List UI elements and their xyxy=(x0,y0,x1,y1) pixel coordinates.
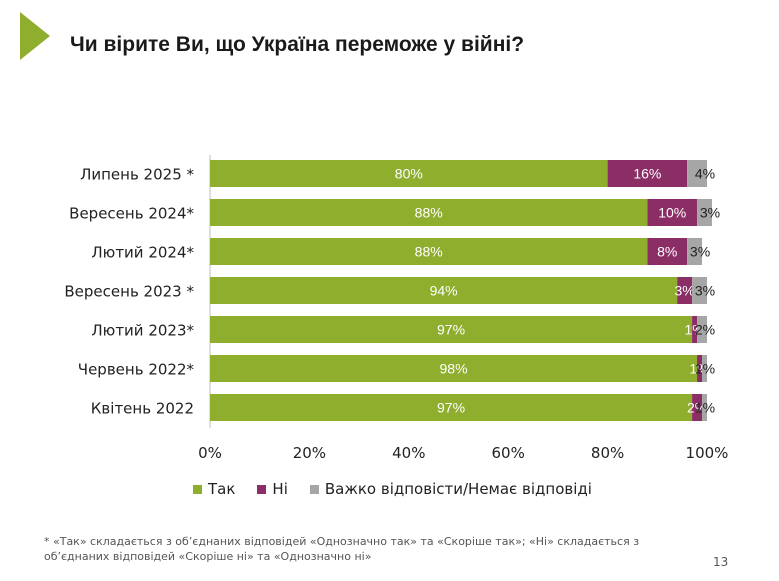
category-label: Вересень 2023 * xyxy=(64,283,194,301)
bar-segment xyxy=(692,277,707,304)
category-label: Липень 2025 * xyxy=(80,166,194,184)
bar-segment xyxy=(702,394,707,421)
bar-segment xyxy=(687,238,703,265)
bar-segment xyxy=(692,394,703,421)
bar-segment xyxy=(647,238,688,265)
legend-swatch xyxy=(193,484,202,494)
bar-segment xyxy=(677,277,693,304)
footnote: * «Так» складається з об’єднаних відпові… xyxy=(44,535,640,563)
legend-swatch xyxy=(309,484,319,494)
category-label: Лютий 2023* xyxy=(91,322,194,340)
bar-segment xyxy=(702,355,707,382)
bar-segment xyxy=(697,355,703,382)
x-tick-label: 0% xyxy=(198,444,222,462)
data-label: 10% xyxy=(658,205,686,221)
x-tick-label: 100% xyxy=(686,444,729,462)
data-label: 16% xyxy=(633,166,661,182)
bar-segment xyxy=(210,238,648,265)
bar-segment xyxy=(697,199,712,226)
data-label: 3% xyxy=(700,205,720,221)
legend-label: Так xyxy=(208,480,236,498)
data-label: 88% xyxy=(415,244,443,260)
bar-segment xyxy=(697,316,707,343)
x-tick-label: 20% xyxy=(293,444,326,462)
data-label: 1% xyxy=(695,361,715,377)
legend-item: Так xyxy=(193,480,235,498)
page-number: 13 xyxy=(713,555,729,569)
x-tick-label: 80% xyxy=(591,444,624,462)
data-label: 98% xyxy=(440,361,468,377)
accent-shape xyxy=(20,12,50,60)
legend-item: Ні xyxy=(257,480,288,498)
category-label: Вересень 2024* xyxy=(69,205,194,223)
data-label: 3% xyxy=(695,283,715,299)
bar-segment xyxy=(692,316,698,343)
legend-item: Важко відповісти/Немає відповіді xyxy=(309,480,592,498)
slide-title: Чи вірите Ви, що Україна переможе у війн… xyxy=(70,33,525,56)
category-label: Лютий 2024* xyxy=(91,244,194,262)
data-label: 3% xyxy=(675,283,695,299)
data-label: 3% xyxy=(690,244,710,260)
category-label: Квітень 2022 xyxy=(91,400,194,418)
legend-label: Важко відповісти/Немає відповіді xyxy=(324,480,592,498)
x-tick-label: 60% xyxy=(492,444,525,462)
data-label: 94% xyxy=(430,283,458,299)
x-tick-label: 40% xyxy=(392,444,425,462)
bar-segment xyxy=(607,160,688,187)
chart-legend: Так Ні Важко відповісти/Немає відповіді xyxy=(193,480,592,498)
bar-segment xyxy=(210,394,693,421)
data-label: 97% xyxy=(437,322,465,338)
data-label: 80% xyxy=(395,166,423,182)
data-label: 4% xyxy=(695,166,715,182)
bar-segment xyxy=(210,355,698,382)
accent-triangle xyxy=(20,12,50,60)
data-label: 97% xyxy=(437,400,465,416)
bar-segment xyxy=(210,199,648,226)
data-label: 88% xyxy=(415,205,443,221)
legend-label: Ні xyxy=(272,480,288,498)
bar-segment xyxy=(687,160,707,187)
data-label: 2% xyxy=(695,322,715,338)
bar-segment xyxy=(210,160,608,187)
category-label: Червень 2022* xyxy=(78,361,195,379)
bar-segment xyxy=(210,277,678,304)
bar-segment xyxy=(210,316,693,343)
bar-segment xyxy=(647,199,698,226)
legend-swatch xyxy=(257,484,267,494)
data-label: 1% xyxy=(695,400,715,416)
data-label: 8% xyxy=(657,244,677,260)
